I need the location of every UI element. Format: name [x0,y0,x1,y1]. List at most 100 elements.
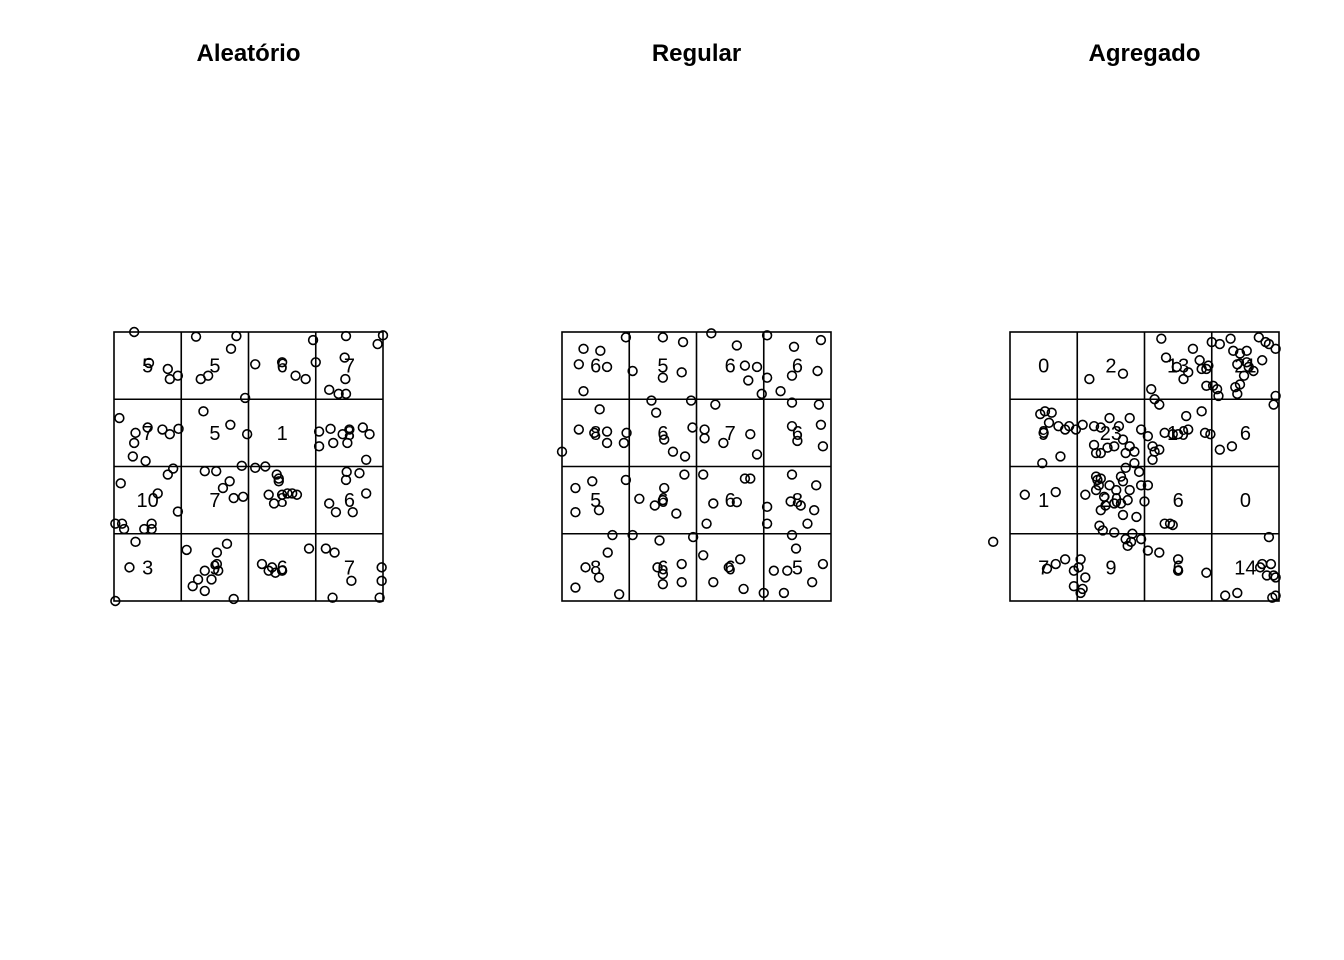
quadrat-count: 21 [1234,356,1256,378]
quadrat-count: 6 [590,356,601,378]
data-point [182,545,191,554]
data-point [131,428,140,437]
data-point [342,332,351,341]
quadrat-count: 6 [725,356,736,378]
data-point [658,333,667,342]
data-point [813,367,822,376]
quadrat-count: 5 [590,490,601,512]
data-point [817,336,826,345]
data-point [1147,385,1156,394]
data-point [229,494,238,503]
quadrat-count: 0 [1240,490,1251,512]
panel-title: Aleatório [196,40,300,67]
data-point [355,469,364,478]
data-point [1020,490,1029,499]
quadrat-count: 9 [1038,423,1049,445]
quadrat-count: 7 [142,423,153,445]
data-point [1110,528,1119,537]
data-point [655,536,664,545]
data-point [332,508,341,517]
quadrat-count: 7 [344,356,355,378]
data-point [192,332,201,341]
data-point [739,584,748,593]
data-point [603,548,612,557]
quadrat-count: 6 [277,356,288,378]
quadrat-count: 1 [1038,490,1049,512]
quadrat-count: 7 [1038,557,1049,579]
data-point [700,425,709,434]
data-point [753,363,762,372]
quadrat-count: 7 [344,557,355,579]
data-point [1056,452,1065,461]
data-point [212,548,221,557]
data-point [780,589,789,598]
data-point [330,548,339,557]
data-point [130,439,139,448]
data-point [677,578,686,587]
data-point [131,537,140,546]
data-point [776,387,785,396]
data-point [239,492,248,501]
quadrat-count: 5 [209,423,220,445]
data-point [212,467,221,476]
data-point [362,489,371,498]
panel-3: Agregado 0 2 13 21 9 23 19 6 1 20 6 0 7 9 6 14 [989,40,1280,602]
data-point [814,400,823,409]
data-point [120,525,129,534]
quadrat-count: 6 [725,490,736,512]
data-point [699,470,708,479]
data-point [325,385,334,394]
data-point [619,439,628,448]
panel-2: Regular6 5 6 68 6 7 65 6 6 88 6 6 5 [558,40,831,601]
data-point [1130,447,1139,456]
data-point [365,430,374,439]
quadrat-count: 6 [725,557,736,579]
quadrat-count: 13 [1167,356,1189,378]
data-point [687,396,696,405]
data-point [658,580,667,589]
data-point [1132,513,1141,522]
data-point [325,499,334,508]
quadrat-count: 8 [590,557,601,579]
quadrat-count: 6 [1173,490,1184,512]
data-point [1157,334,1166,343]
data-point [227,344,236,353]
data-point [736,555,745,564]
quadrat-count: 19 [1167,423,1189,445]
quadrat-count: 6 [657,490,668,512]
quadrat-count: 23 [1100,423,1122,445]
quadrat-count: 14 [1234,557,1256,579]
data-point [608,531,617,540]
data-point [243,430,252,439]
data-point [377,576,386,585]
data-point [615,590,624,599]
data-point [1155,400,1164,409]
quadrat-count: 8 [344,423,355,445]
data-point [571,484,580,493]
data-point [652,408,661,417]
quadrat-count: 9 [1105,557,1116,579]
data-point [1121,463,1130,472]
data-point [1233,589,1242,598]
quadrat-count: 7 [725,423,736,445]
data-point [732,341,741,350]
data-point [819,560,828,569]
quadrat-count: 2 [1105,356,1116,378]
data-point [1125,414,1134,423]
data-point [581,563,590,572]
data-point [1081,490,1090,499]
data-point [810,506,819,515]
data-point [1269,400,1278,409]
data-point [199,407,208,416]
data-point [128,452,137,461]
data-point [226,420,235,429]
quadrat-count: 10 [137,490,159,512]
data-point [603,427,612,436]
data-point [571,508,580,517]
data-point [1135,467,1144,476]
data-point [709,499,718,508]
quadrat-count: 0 [1038,356,1049,378]
data-point [200,566,209,575]
data-point [679,338,688,347]
quadrat-count: 3 [142,557,153,579]
